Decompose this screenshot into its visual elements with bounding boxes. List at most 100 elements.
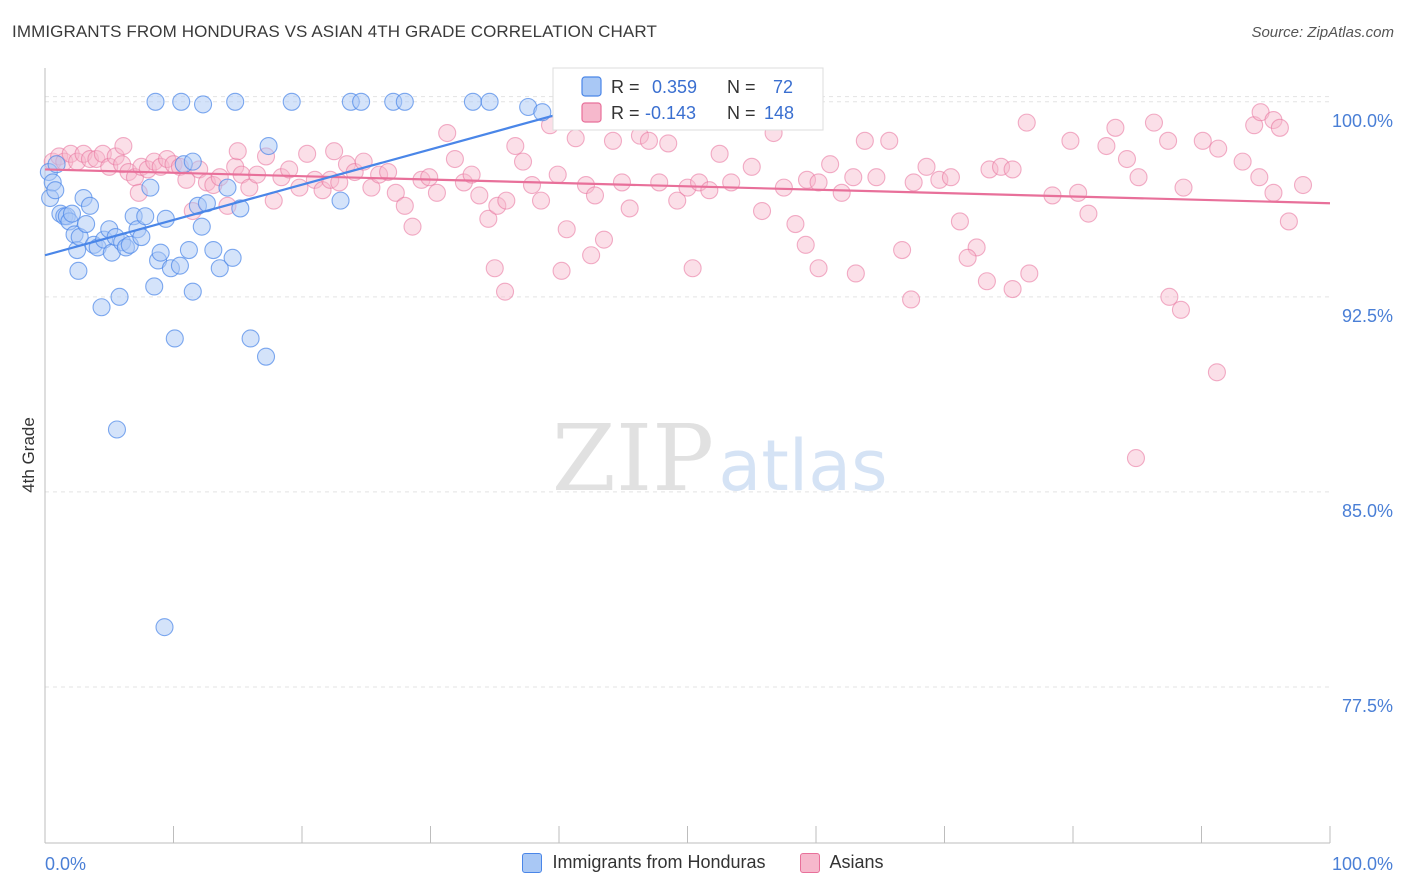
asians-point [280,160,299,179]
asians-point [930,170,949,189]
asians-point [752,201,772,221]
asians-point [566,129,585,148]
honduras-point [231,199,250,218]
chart-title: IMMIGRANTS FROM HONDURAS VS ASIAN 4TH GR… [12,22,657,41]
legend-label-asians: Asians [829,852,884,872]
honduras-point [331,191,350,210]
honduras-point [480,92,499,111]
legend-top-n-value-2: 148 [764,103,794,123]
legend-top-r-label-2: R = [611,103,640,123]
honduras-point [47,155,66,174]
asians-point [1003,160,1022,179]
asians-point [298,144,317,163]
honduras-point [256,347,276,366]
legend-bottom: Immigrants from Honduras Asians [0,852,1406,873]
asians-point [786,214,805,234]
asians-point [668,191,687,210]
asians-point [1279,212,1298,231]
legend-top-r-value-1: 0.359 [652,77,697,97]
legend-label-honduras: Immigrants from Honduras [552,852,766,872]
watermark-zip: ZIP [552,405,714,512]
asians-point [700,181,719,200]
honduras-point [218,178,237,197]
asians-point [867,168,886,187]
asians-point [1129,168,1148,187]
asians-point [552,261,571,280]
asians-point [531,191,551,210]
y-tick-label: 77.5% [1342,696,1393,716]
asians-point [1126,449,1146,468]
honduras-point [282,92,301,111]
asians-point [557,220,576,239]
asians-point [1293,175,1313,195]
asians-point [950,212,969,231]
asians-point [395,196,414,215]
asians-point [683,259,702,278]
asians-point [893,240,912,260]
asians-point [977,272,996,291]
asians-point [832,183,851,202]
asians-point [462,165,481,184]
asians-point [659,134,678,153]
legend-top-r-value-2: -0.143 [645,103,696,123]
asians-point [513,152,533,171]
honduras-point [146,92,165,111]
asians-point [1117,149,1137,169]
honduras-point [210,259,229,278]
asians-point [904,173,923,192]
honduras-point [92,298,111,317]
asians-point [710,144,729,163]
honduras-point [241,329,260,348]
asians-point [980,160,999,179]
asians-point [470,186,489,205]
legend-top-swatch-pink [581,102,602,123]
honduras-point [141,178,160,197]
asians-point [958,248,977,267]
asians-point [454,173,473,192]
honduras-point [204,240,223,260]
asians-point [403,217,422,236]
x-tick-label-max: 100.0% [1332,854,1393,874]
watermark-atlas: atlas [718,425,887,507]
honduras-point [463,92,482,111]
asians-point [620,199,639,218]
y-tick-label: 92.5% [1342,306,1393,326]
asians-point [313,181,332,200]
legend-top-r-label-1: R = [611,77,640,97]
asians-point [585,186,605,205]
honduras-point [107,420,127,439]
honduras-point [46,181,65,200]
asians-point [639,131,659,150]
asians-point [485,259,504,278]
asians-point [479,209,498,228]
asians-point [612,173,632,192]
asians-point [917,157,936,176]
honduras-point [179,240,198,260]
asians-point [1069,183,1088,202]
legend-item-asians: Asians [799,852,884,873]
legend-top-n-label-1: N = [727,77,756,97]
asians-point [114,136,133,156]
asians-point [1174,178,1193,197]
x-tick-labels: 0.0% 100.0% [45,854,1393,874]
honduras-point [151,243,170,262]
asians-point [1207,363,1226,382]
honduras-point [62,204,82,223]
asians-point [497,191,516,210]
honduras-point [136,207,155,226]
asians-point [1160,287,1179,306]
honduras-point [69,261,88,280]
asians-point [1270,118,1289,137]
asians-point [488,196,507,215]
asians-point [742,157,761,176]
asians-point [594,230,614,249]
asians-point [228,142,247,161]
honduras-point [352,92,371,111]
asians-point [603,131,623,150]
asians-point [506,136,525,156]
asians-point [809,173,828,192]
asians-point [522,175,542,195]
honduras-point [183,282,202,301]
honduras-point [223,248,242,267]
honduras-point [395,92,414,111]
